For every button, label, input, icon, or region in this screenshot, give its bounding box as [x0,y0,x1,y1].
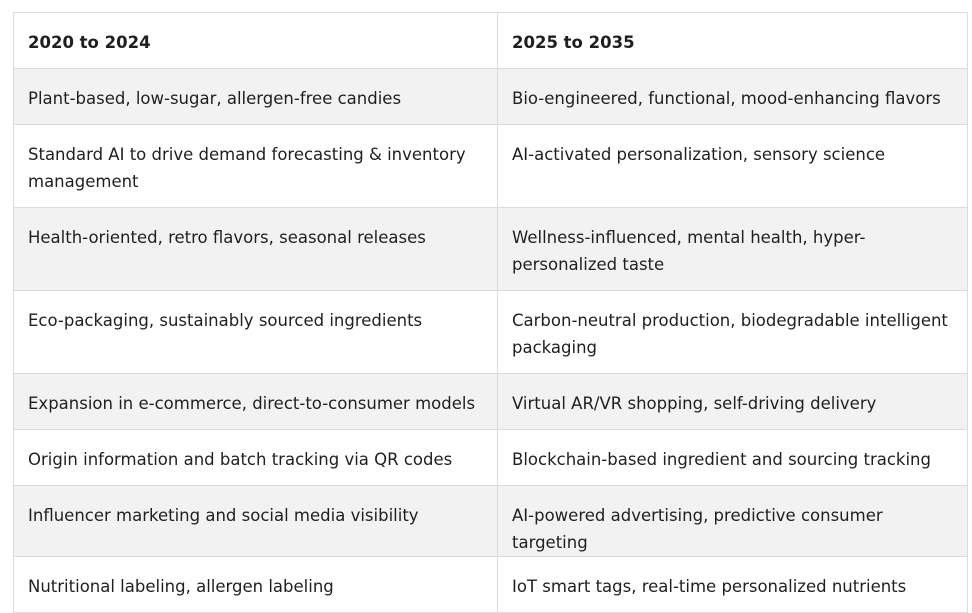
table-row: Nutritional labeling, allergen labeling … [13,556,968,613]
table-cell: Standard AI to drive demand forecasting … [13,124,498,208]
table-row: Health-oriented, retro flavors, seasonal… [13,207,968,291]
table-row: Plant-based, low-sugar, allergen-free ca… [13,68,968,125]
table-cell: Carbon-neutral production, biodegradable… [497,290,968,374]
table-cell: Eco-packaging, sustainably sourced ingre… [13,290,498,374]
table-row: Origin information and batch tracking vi… [13,429,968,486]
table-cell: Expansion in e-commerce, direct-to-consu… [13,373,498,430]
column-header-2020-2024: 2020 to 2024 [13,12,498,69]
table-cell: Health-oriented, retro flavors, seasonal… [13,207,498,291]
table-cell: AI-powered advertising, predictive consu… [497,485,968,557]
table-row: Influencer marketing and social media vi… [13,485,968,557]
table-row: Standard AI to drive demand forecasting … [13,124,968,208]
table-cell: Plant-based, low-sugar, allergen-free ca… [13,68,498,125]
table-cell: Wellness-influenced, mental health, hype… [497,207,968,291]
table-row: Expansion in e-commerce, direct-to-consu… [13,373,968,430]
table-cell: Bio-engineered, functional, mood-enhanci… [497,68,968,125]
table-row: Eco-packaging, sustainably sourced ingre… [13,290,968,374]
table-cell: AI-activated personalization, sensory sc… [497,124,968,208]
table-cell: Nutritional labeling, allergen labeling [13,556,498,613]
table-cell: Origin information and batch tracking vi… [13,429,498,486]
table-header-row: 2020 to 2024 2025 to 2035 [13,12,968,69]
table-cell: Influencer marketing and social media vi… [13,485,498,557]
comparison-table: 2020 to 2024 2025 to 2035 Plant-based, l… [13,12,968,613]
table-cell: IoT smart tags, real-time personalized n… [497,556,968,613]
table-cell: Virtual AR/VR shopping, self-driving del… [497,373,968,430]
table-cell: Blockchain-based ingredient and sourcing… [497,429,968,486]
comparison-table-container: 2020 to 2024 2025 to 2035 Plant-based, l… [13,12,968,613]
column-header-2025-2035: 2025 to 2035 [497,12,968,69]
